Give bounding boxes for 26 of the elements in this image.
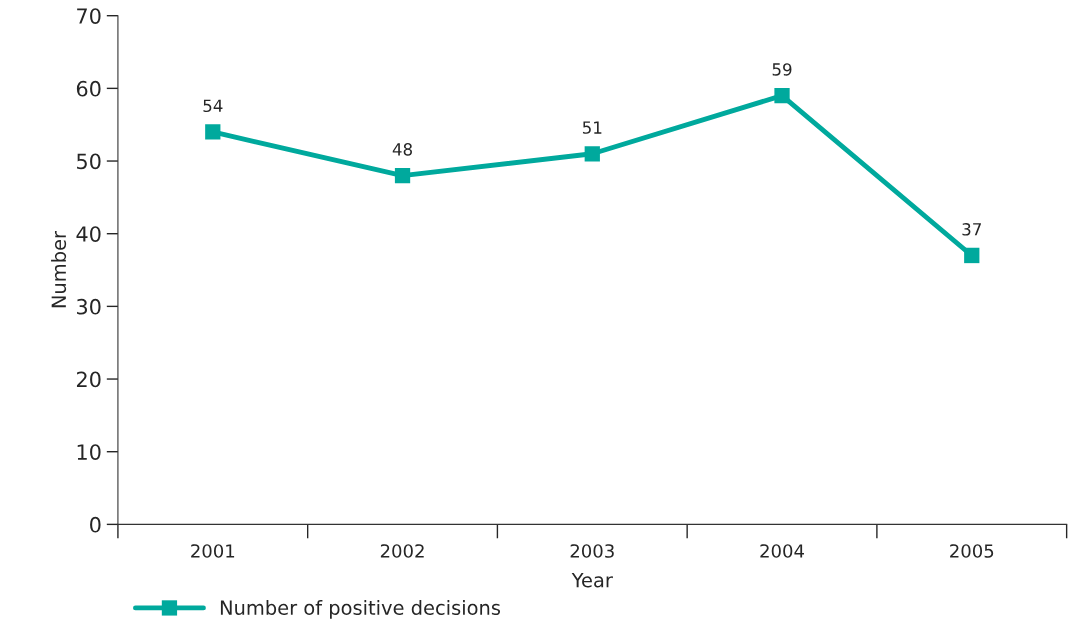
point [964,247,980,264]
legend-label: Number of positive decisions [220,599,501,619]
y-tick-label: 70 [77,8,101,24]
x-axis-title: Year [571,573,613,588]
point [205,124,221,140]
data-label: 51 [582,121,602,134]
y-tick-label: 50 [77,153,101,170]
x-tick-label: 2002 [380,544,424,558]
y-axis-title: Number [51,230,67,308]
point [774,88,790,104]
x-tick-label: 2004 [760,544,804,558]
y-tick-label: 60 [76,80,101,97]
y-tick-label: 0 [90,516,101,533]
x-tick-label: 2001 [191,544,235,558]
data-label: 48 [392,143,412,156]
data-label: 37 [962,223,981,236]
data-label: 59 [772,63,792,76]
x-tick-label: 2003 [570,544,614,558]
x-tick-label: 2005 [950,544,994,558]
y-tick-label: 30 [77,298,101,315]
point [394,167,411,184]
data-label: 54 [203,99,223,113]
y-tick-label: 20 [76,371,101,388]
y-tick-label: 40 [76,226,101,242]
y-tick-label: 10 [77,444,101,460]
point [584,146,600,162]
